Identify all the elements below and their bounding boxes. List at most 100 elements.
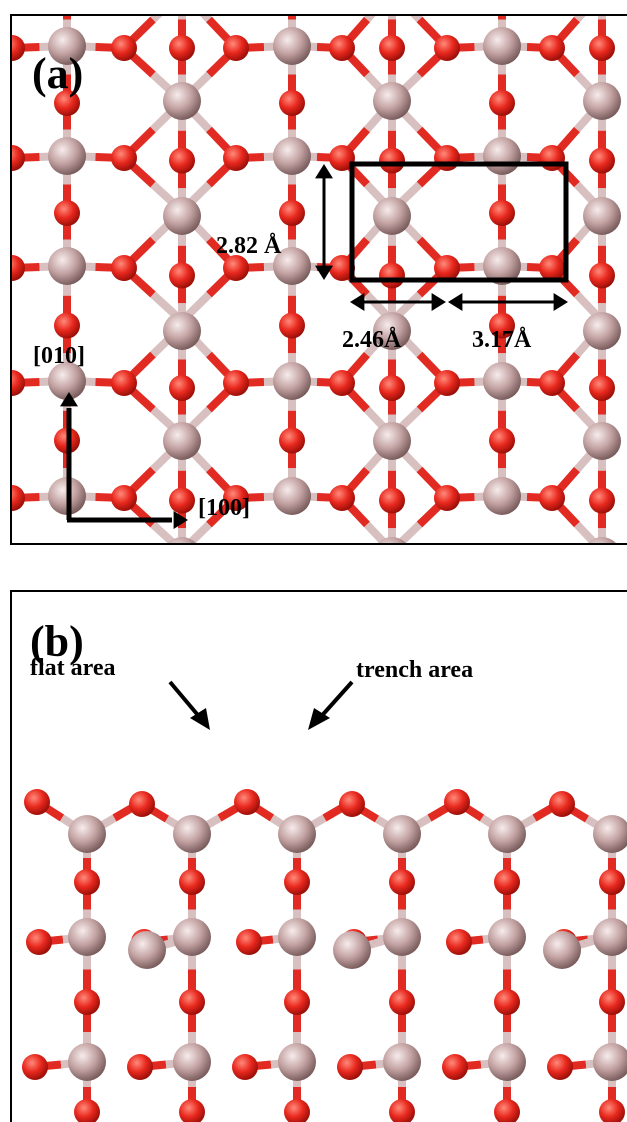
oxygen-atom (389, 1099, 415, 1122)
oxygen-atom (169, 35, 195, 61)
metal-atom (593, 918, 627, 956)
oxygen-atom (54, 200, 80, 226)
trench-area-arrow (316, 680, 354, 722)
oxygen-atom (169, 375, 195, 401)
oxygen-atom (589, 147, 615, 174)
oxygen-atom (179, 989, 205, 1015)
bond-segment (394, 521, 423, 543)
unit-cell-box (349, 161, 569, 283)
metal-atom (163, 197, 201, 235)
oxygen-atom (494, 869, 520, 895)
oxygen-atom (279, 90, 305, 116)
metal-atom (68, 1043, 106, 1081)
arrowhead-up (60, 392, 78, 407)
dimension-right-label: 3.17Å (472, 327, 532, 353)
metal-atom (483, 247, 521, 285)
bond-segment (150, 521, 180, 543)
arrowhead-left (448, 293, 463, 311)
oxygen-atom (444, 789, 470, 815)
oxygen-atom (12, 370, 25, 396)
oxygen-atom (284, 989, 310, 1015)
metal-atom (378, 537, 406, 543)
oxygen-atom (26, 929, 52, 955)
oxygen-atom (279, 312, 305, 339)
flat-area-label: flat area (30, 655, 116, 681)
oxygen-atom (223, 255, 249, 281)
metal-atom (273, 137, 311, 175)
dimension-left-label: 2.46Å (342, 327, 402, 353)
oxygen-atom (446, 929, 472, 955)
oxygen-atom (111, 255, 137, 281)
metal-atom (48, 362, 86, 400)
oxygen-atom (379, 375, 405, 401)
bond-segment (200, 16, 212, 23)
metal-atom (273, 362, 311, 400)
trench-area-label: trench area (356, 657, 474, 683)
oxygen-atom (489, 312, 515, 339)
oxygen-atom (589, 487, 615, 514)
arrowhead-up (315, 164, 333, 179)
oxygen-atom (494, 989, 520, 1015)
metal-atom (483, 362, 521, 400)
oxygen-atom (234, 789, 260, 815)
metal-atom (48, 27, 86, 65)
oxygen-atom (434, 370, 460, 396)
oxygen-atom (389, 869, 415, 895)
metal-atom (593, 1043, 627, 1081)
oxygen-atom (599, 989, 625, 1015)
oxygen-atom (442, 1054, 468, 1080)
oxygen-atom (329, 35, 355, 61)
metal-atom (383, 918, 421, 956)
metal-atom (168, 537, 196, 543)
oxygen-atom (489, 200, 515, 226)
oxygen-atom (223, 485, 249, 511)
metal-atom (163, 422, 201, 460)
oxygen-atom (547, 1054, 573, 1080)
metal-atom (68, 815, 106, 853)
metal-atom (373, 82, 411, 120)
arrowhead-down (315, 265, 333, 280)
oxygen-atom (329, 370, 355, 396)
panel-a-top-view: (a) 2.82 Å 2.46Å 3.17Å [010] [100] (10, 14, 627, 545)
oxygen-atom (74, 869, 100, 895)
panel-b-label: (b) (30, 617, 84, 666)
metal-atom (488, 1043, 526, 1081)
oxygen-atom (54, 90, 80, 116)
oxygen-atom (284, 869, 310, 895)
bond-segment (184, 521, 212, 543)
oxygen-atom (12, 35, 25, 61)
oxygen-atom (284, 1099, 310, 1122)
oxygen-atom (329, 485, 355, 511)
oxygen-atom (169, 262, 195, 289)
oxygen-atom (111, 35, 137, 61)
oxygen-atom (379, 35, 405, 61)
oxygen-atom (329, 145, 355, 171)
arrowhead-right (431, 293, 446, 311)
oxygen-atom (12, 485, 25, 511)
oxygen-atom (279, 200, 305, 226)
metal-atom (273, 477, 311, 515)
oxygen-atom (329, 255, 355, 281)
metal-atom (173, 1043, 211, 1081)
oxygen-atom (539, 35, 565, 61)
metal-atom (483, 27, 521, 65)
oxygen-atom (599, 869, 625, 895)
oxygen-atom (232, 1054, 258, 1080)
oxygen-atom (434, 145, 460, 171)
bond-segment (150, 16, 163, 23)
flat-area-arrow (168, 680, 204, 722)
metal-atom (583, 197, 621, 235)
dimension-vertical-label: 2.82 Å (216, 233, 282, 259)
oxygen-atom (111, 485, 137, 511)
oxygen-atom (337, 1054, 363, 1080)
bond-segment (410, 16, 423, 23)
oxygen-atom (24, 789, 50, 815)
metal-atom (273, 247, 311, 285)
metal-atom (273, 27, 311, 65)
oxygen-atom (434, 255, 460, 281)
oxygen-atom (279, 427, 305, 454)
metal-atom (278, 918, 316, 956)
oxygen-atom (22, 1054, 48, 1080)
axis-100-label: [100] (198, 495, 250, 521)
metal-atom (68, 918, 106, 956)
